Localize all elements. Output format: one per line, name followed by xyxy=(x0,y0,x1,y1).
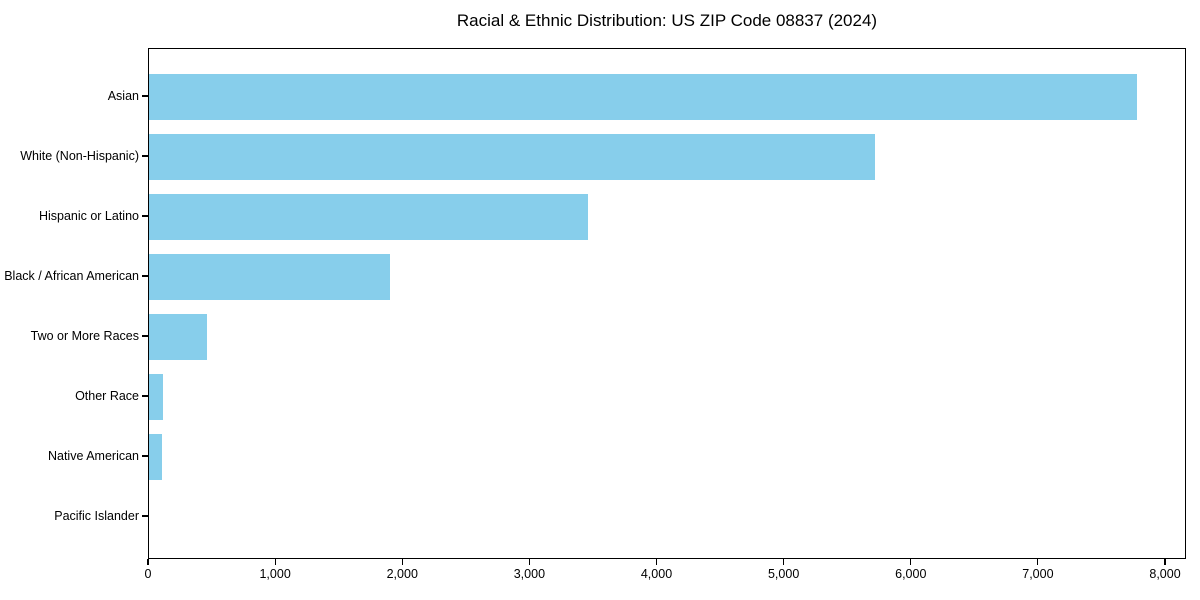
y-tick-label: Two or More Races xyxy=(30,329,139,343)
y-tick-label: Hispanic or Latino xyxy=(38,209,139,223)
x-tick-label: 5,000 xyxy=(767,567,800,581)
plot-area xyxy=(148,48,1186,559)
y-tick-label: Other Race xyxy=(75,389,139,403)
bar xyxy=(149,134,875,180)
bar xyxy=(149,74,1138,120)
x-tick-mark xyxy=(1037,559,1039,565)
bar xyxy=(149,194,588,240)
x-tick-mark xyxy=(274,559,276,565)
x-tick-label: 2,000 xyxy=(386,567,418,581)
y-tick-mark xyxy=(142,155,148,157)
bar xyxy=(149,434,162,480)
x-tick-mark xyxy=(401,559,403,565)
x-tick-label: 3,000 xyxy=(513,567,546,581)
x-tick-mark xyxy=(655,559,658,565)
x-tick-label: 6,000 xyxy=(895,567,927,581)
x-tick-label: 1,000 xyxy=(259,567,291,581)
chart-title: Racial & Ethnic Distribution: US ZIP Cod… xyxy=(456,11,878,30)
y-tick-mark xyxy=(142,215,148,217)
x-tick-label: 0 xyxy=(144,567,152,581)
y-tick-label: Native American xyxy=(47,449,139,463)
x-tick-label: 7,000 xyxy=(1022,567,1054,581)
x-tick-mark xyxy=(147,559,149,565)
y-tick-mark xyxy=(142,95,148,97)
bar xyxy=(149,314,208,360)
bar xyxy=(149,374,163,420)
x-tick-mark xyxy=(1164,559,1166,565)
x-tick-mark xyxy=(910,559,912,565)
y-tick-label: Asian xyxy=(107,89,139,103)
x-tick-label: 8,000 xyxy=(1149,567,1181,581)
y-tick-mark xyxy=(142,395,148,397)
y-tick-mark xyxy=(142,455,148,457)
y-tick-label: Pacific Islander xyxy=(54,509,139,523)
y-tick-label: Black / African American xyxy=(4,269,139,283)
y-tick-mark xyxy=(142,335,148,337)
y-tick-mark xyxy=(142,515,148,517)
x-tick-mark xyxy=(783,559,785,565)
x-tick-mark xyxy=(528,559,530,565)
x-tick-label: 4,000 xyxy=(640,567,673,581)
bar xyxy=(149,254,390,300)
y-tick-mark xyxy=(142,275,148,277)
y-tick-label: White (Non-Hispanic) xyxy=(20,149,139,163)
